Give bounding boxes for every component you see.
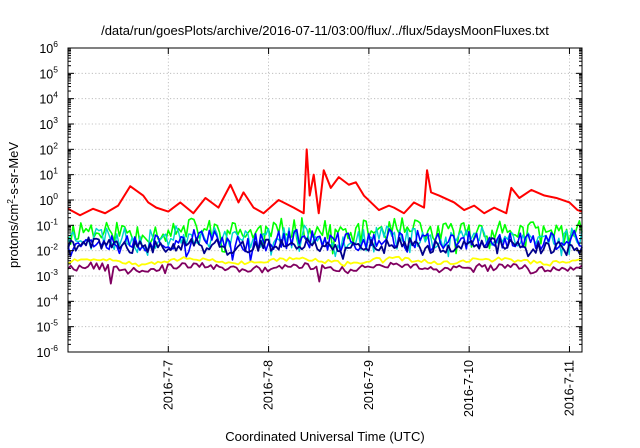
- y-tick-labels: 10-6 10-5 10-4 10-3 10-2 10-1 100 101 102 103 104 1…: [37, 39, 59, 360]
- x-tick-label: 2016-7-7: [161, 360, 175, 410]
- x-tick-label: 2016-7-10: [462, 360, 476, 417]
- grid: [68, 48, 582, 352]
- y-tick-label: 10-4: [37, 292, 59, 309]
- y-tick-label: 103: [39, 115, 58, 132]
- y-tick-label: 10-6: [37, 343, 59, 360]
- series-line-5: [67, 255, 583, 268]
- svg-text:protons/cm2-s-sr-MeV: protons/cm2-s-sr-MeV: [5, 142, 21, 268]
- chart-title: /data/run/goesPlots/archive/2016-07-11/0…: [101, 23, 549, 38]
- series-line-1: [67, 217, 583, 255]
- y-tick-label: 101: [39, 166, 58, 183]
- x-tick-label: 2016-7-8: [262, 360, 276, 410]
- y-axis-label-superscript: 2: [5, 199, 15, 204]
- series-layer: [67, 148, 583, 285]
- tick-layer: [68, 47, 582, 353]
- series-line-4: [67, 236, 583, 260]
- x-axis-label: Coordinated Universal Time (UTC): [225, 429, 424, 444]
- y-axis-label: protons/cm2-s-sr-MeV: [5, 142, 21, 268]
- plot-frame: [67, 47, 583, 353]
- series-line-0: [67, 148, 583, 217]
- y-tick-label: 10-3: [37, 267, 59, 284]
- y-tick-label: 100: [39, 191, 58, 208]
- x-tick-label: 2016-7-11: [562, 360, 576, 416]
- series-line-3: [67, 228, 583, 262]
- y-tick-label: 105: [39, 64, 58, 81]
- y-tick-label: 102: [39, 140, 58, 157]
- y-tick-label: 10-5: [37, 318, 59, 335]
- y-tick-label: 104: [39, 90, 58, 107]
- y-axis-label-prefix: protons/cm: [6, 204, 21, 268]
- y-tick-label: 10-1: [37, 216, 59, 233]
- x-tick-label: 2016-7-9: [362, 360, 376, 410]
- y-tick-label: 106: [39, 39, 58, 56]
- x-tick-labels: 2016-7-7 2016-7-8 2016-7-9 2016-7-10 2016-7-…: [161, 360, 576, 417]
- y-tick-label: 10-2: [37, 242, 59, 259]
- series-line-6: [67, 261, 583, 285]
- y-axis-label-suffix: -s-sr-MeV: [6, 142, 21, 199]
